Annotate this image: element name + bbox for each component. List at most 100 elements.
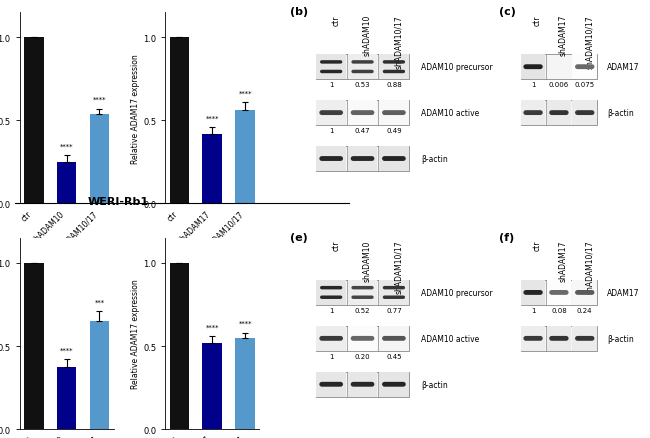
Bar (521, 280, 597, 305)
Bar (348, 147, 378, 172)
Bar (24, 38, 44, 204)
Bar (547, 280, 571, 305)
Text: shADAM17: shADAM17 (559, 15, 568, 57)
Bar (317, 372, 346, 397)
Text: 1: 1 (531, 307, 536, 313)
Bar (348, 372, 378, 397)
Bar (317, 372, 409, 397)
Text: (e): (e) (290, 233, 307, 243)
Bar (521, 55, 597, 80)
Bar (573, 280, 597, 305)
Text: ADAM10 active: ADAM10 active (421, 334, 480, 343)
Bar (24, 263, 44, 429)
Text: WERI-Rb1: WERI-Rb1 (88, 196, 149, 206)
Bar (521, 101, 545, 126)
Bar (573, 326, 597, 351)
Bar (317, 147, 346, 172)
Bar (57, 367, 77, 429)
Text: 0.49: 0.49 (386, 127, 402, 134)
Bar (170, 38, 189, 204)
Text: (f): (f) (499, 233, 514, 243)
Text: 0.075: 0.075 (575, 82, 595, 88)
Bar (235, 111, 255, 204)
Text: (b): (b) (290, 7, 307, 18)
Text: shADAM10: shADAM10 (363, 240, 372, 282)
Text: ADAM17: ADAM17 (607, 63, 640, 72)
Bar (521, 326, 597, 351)
Bar (317, 55, 409, 80)
Text: 1: 1 (329, 353, 333, 359)
Text: 0.52: 0.52 (355, 307, 370, 313)
Text: 0.88: 0.88 (386, 82, 402, 88)
Bar (573, 55, 597, 80)
Text: ADAM10 precursor: ADAM10 precursor (421, 288, 493, 297)
Bar (348, 101, 378, 126)
Bar (90, 114, 109, 204)
Text: shADAM10/17: shADAM10/17 (394, 240, 403, 294)
Bar (573, 101, 597, 126)
Bar (202, 343, 222, 429)
Text: ****: **** (205, 324, 219, 330)
Bar (379, 280, 409, 305)
Text: 1: 1 (329, 127, 333, 134)
Y-axis label: Relative ADAM17 expression: Relative ADAM17 expression (131, 279, 140, 389)
Text: ****: **** (60, 347, 73, 353)
Text: shADAM17: shADAM17 (559, 240, 568, 282)
Bar (90, 321, 109, 429)
Text: 0.20: 0.20 (355, 353, 370, 359)
Bar (317, 101, 346, 126)
Text: ****: **** (93, 97, 106, 103)
Text: (c): (c) (499, 7, 515, 18)
Text: ADAM10 active: ADAM10 active (421, 109, 480, 118)
Bar (379, 326, 409, 351)
Text: 1: 1 (329, 307, 333, 313)
Text: 0.53: 0.53 (355, 82, 370, 88)
Bar (317, 280, 346, 305)
Text: 0.77: 0.77 (386, 307, 402, 313)
Bar (379, 55, 409, 80)
Bar (521, 280, 545, 305)
Bar (521, 101, 597, 126)
Bar (202, 134, 222, 204)
Text: β-actin: β-actin (607, 109, 634, 118)
Text: 1: 1 (531, 82, 536, 88)
Text: shADAM10/17: shADAM10/17 (394, 15, 403, 69)
Text: shADAM10: shADAM10 (363, 15, 372, 57)
Text: ADAM10 precursor: ADAM10 precursor (421, 63, 493, 72)
Text: ****: **** (239, 90, 252, 96)
Y-axis label: Relative ADAM17 expression: Relative ADAM17 expression (131, 54, 140, 163)
Text: ****: **** (205, 115, 219, 121)
Text: ADAM17: ADAM17 (607, 288, 640, 297)
Bar (348, 280, 378, 305)
Text: ctr: ctr (332, 240, 340, 251)
Text: ****: **** (60, 143, 73, 149)
Text: 0.47: 0.47 (355, 127, 370, 134)
Bar (379, 372, 409, 397)
Text: ctr: ctr (533, 240, 542, 251)
Bar (317, 55, 346, 80)
Text: 0.45: 0.45 (386, 353, 402, 359)
Bar (170, 263, 189, 429)
Text: shADAM10/17: shADAM10/17 (585, 240, 593, 294)
Text: 0.08: 0.08 (551, 307, 567, 313)
Bar (57, 162, 77, 204)
Text: 0.006: 0.006 (549, 82, 569, 88)
Bar (379, 147, 409, 172)
Text: 0.24: 0.24 (577, 307, 593, 313)
Bar (348, 326, 378, 351)
Text: 1: 1 (329, 82, 333, 88)
Text: β-actin: β-actin (421, 380, 448, 389)
Bar (547, 101, 571, 126)
Text: β-actin: β-actin (607, 334, 634, 343)
Text: β-actin: β-actin (421, 155, 448, 164)
Text: ***: *** (94, 299, 105, 305)
Bar (521, 326, 545, 351)
Bar (317, 326, 409, 351)
Bar (317, 280, 409, 305)
Text: ctr: ctr (533, 15, 542, 25)
Bar (317, 101, 409, 126)
Bar (348, 55, 378, 80)
Bar (235, 338, 255, 429)
Text: ****: **** (239, 320, 252, 326)
Text: ctr: ctr (332, 15, 340, 25)
